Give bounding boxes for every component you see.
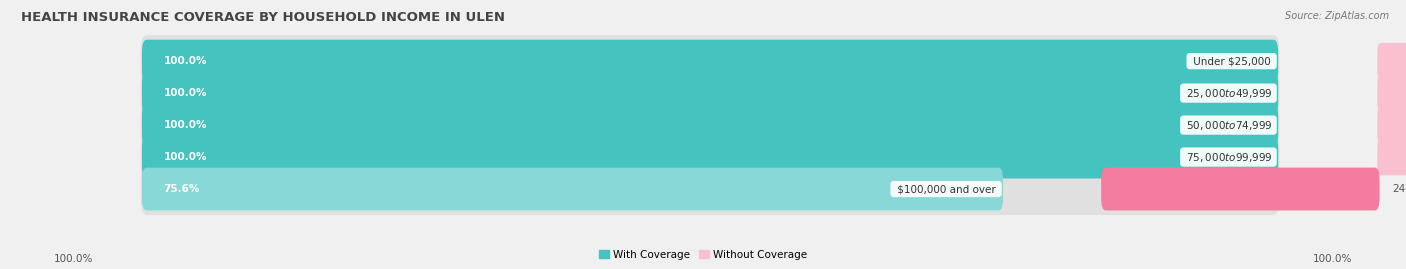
FancyBboxPatch shape — [1378, 75, 1406, 111]
FancyBboxPatch shape — [1101, 168, 1379, 210]
FancyBboxPatch shape — [1378, 107, 1406, 143]
Text: 24.4%: 24.4% — [1392, 184, 1406, 194]
FancyBboxPatch shape — [142, 168, 1002, 210]
Text: $75,000 to $99,999: $75,000 to $99,999 — [1184, 151, 1274, 164]
Text: $100,000 and over: $100,000 and over — [894, 184, 998, 194]
FancyBboxPatch shape — [141, 99, 1279, 151]
FancyBboxPatch shape — [1378, 139, 1406, 175]
Text: HEALTH INSURANCE COVERAGE BY HOUSEHOLD INCOME IN ULEN: HEALTH INSURANCE COVERAGE BY HOUSEHOLD I… — [21, 11, 505, 24]
Legend: With Coverage, Without Coverage: With Coverage, Without Coverage — [595, 245, 811, 264]
FancyBboxPatch shape — [142, 72, 1278, 115]
FancyBboxPatch shape — [142, 136, 1278, 179]
FancyBboxPatch shape — [141, 131, 1279, 183]
Text: 100.0%: 100.0% — [163, 88, 207, 98]
Text: Source: ZipAtlas.com: Source: ZipAtlas.com — [1285, 11, 1389, 21]
FancyBboxPatch shape — [141, 35, 1279, 87]
Text: 100.0%: 100.0% — [1313, 254, 1353, 264]
FancyBboxPatch shape — [141, 163, 1279, 215]
FancyBboxPatch shape — [142, 104, 1278, 147]
FancyBboxPatch shape — [142, 40, 1278, 83]
Text: Under $25,000: Under $25,000 — [1189, 56, 1274, 66]
Text: $25,000 to $49,999: $25,000 to $49,999 — [1184, 87, 1274, 100]
Text: 100.0%: 100.0% — [163, 56, 207, 66]
Text: 100.0%: 100.0% — [163, 152, 207, 162]
Text: $50,000 to $74,999: $50,000 to $74,999 — [1184, 119, 1274, 132]
Text: 75.6%: 75.6% — [163, 184, 200, 194]
FancyBboxPatch shape — [141, 67, 1279, 119]
FancyBboxPatch shape — [1378, 43, 1406, 79]
Text: 100.0%: 100.0% — [53, 254, 93, 264]
Text: 100.0%: 100.0% — [163, 120, 207, 130]
